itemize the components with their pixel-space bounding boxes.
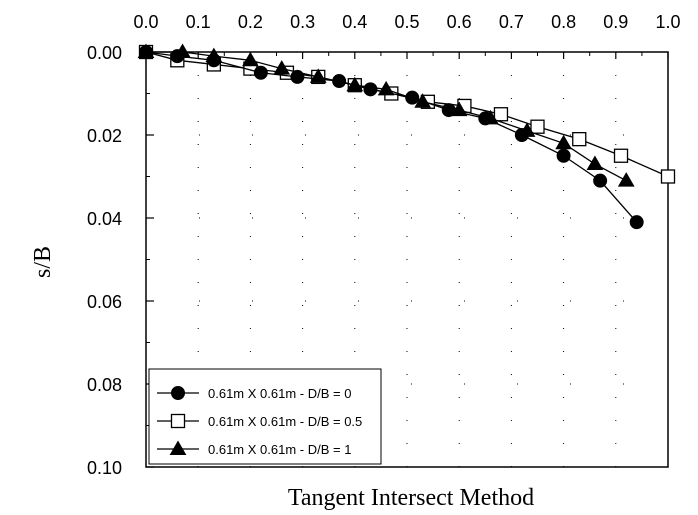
- y-axis-title: s/B: [30, 246, 56, 278]
- data-point: [586, 155, 604, 171]
- legend-label: 0.61m X 0.61m - D/B = 0.5: [208, 414, 362, 429]
- data-point: [441, 103, 456, 118]
- data-point: [613, 148, 629, 163]
- y-tick-label: 0.10: [87, 458, 122, 478]
- data-point: [617, 172, 635, 187]
- series-line: [145, 51, 638, 223]
- data-point: [593, 173, 608, 188]
- legend-item: 0.61m X 0.61m - D/B = 0: [157, 386, 351, 401]
- data-point: [273, 60, 291, 75]
- data-point: [405, 90, 420, 105]
- x-tick-label: 0.9: [603, 12, 628, 32]
- data-point: [478, 111, 493, 126]
- x-tick-label: 1.0: [655, 12, 680, 32]
- legend-marker: [169, 440, 187, 455]
- legend: 0.61m X 0.61m - D/B = 0 0.61m X 0.61m - D…: [148, 368, 382, 465]
- legend-items: 0.61m X 0.61m - D/B = 0 0.61m X 0.61m - D…: [157, 386, 362, 457]
- x-axis-title: Tangent Intersect Method: [288, 485, 534, 511]
- y-tick-label: 0.06: [87, 292, 122, 312]
- series-line: [145, 51, 669, 178]
- data-point: [629, 215, 644, 230]
- data-point: [514, 128, 529, 142]
- data-point: [290, 69, 305, 84]
- x-tick-label: 0.4: [342, 12, 367, 32]
- legend-item: 0.61m X 0.61m - D/B = 1: [157, 440, 351, 457]
- y-tick-label: 0.08: [87, 375, 122, 395]
- series: [137, 43, 676, 230]
- y-tick-labels: 0.00 0.02 0.04 0.06 0.08 0.10: [87, 43, 122, 478]
- x-tick-label: 0.5: [394, 12, 419, 32]
- data-point: [530, 119, 545, 134]
- data-point: [660, 169, 676, 184]
- data-point: [206, 53, 221, 68]
- legend-box: [148, 368, 382, 465]
- data-point: [242, 51, 259, 67]
- legend-item: 0.61m X 0.61m - D/B = 0.5: [157, 413, 362, 429]
- x-tick-label: 0.2: [238, 12, 263, 32]
- data-point: [493, 107, 509, 122]
- x-tick-label: 0.0: [133, 12, 158, 32]
- legend-label: 0.61m X 0.61m - D/B = 0: [208, 386, 351, 401]
- y-tick-label: 0.04: [87, 209, 122, 229]
- series-0: [139, 45, 644, 230]
- x-tick-label: 0.6: [447, 12, 472, 32]
- data-point: [572, 131, 587, 147]
- legend-marker: [170, 413, 186, 429]
- data-point: [363, 82, 378, 97]
- x-tick-label: 0.7: [499, 12, 524, 32]
- y-tick-label: 0.00: [87, 43, 122, 63]
- data-point: [170, 49, 185, 64]
- legend-marker: [171, 386, 185, 400]
- data-point: [139, 45, 153, 59]
- y-tick-label: 0.02: [87, 126, 122, 146]
- x-tick-label: 0.3: [290, 12, 315, 32]
- x-tick-label: 0.8: [551, 12, 576, 32]
- data-point: [253, 65, 268, 80]
- grid: [146, 52, 668, 467]
- x-tick-labels: 0.0 0.1 0.2 0.3 0.4 0.5 0.6 0.7 0.8 0.9 1.0: [133, 12, 680, 32]
- data-point: [555, 134, 572, 150]
- x-tick-label: 0.1: [186, 12, 211, 32]
- data-point: [332, 74, 347, 89]
- data-point: [556, 148, 571, 163]
- legend-label: 0.61m X 0.61m - D/B = 1: [208, 442, 351, 457]
